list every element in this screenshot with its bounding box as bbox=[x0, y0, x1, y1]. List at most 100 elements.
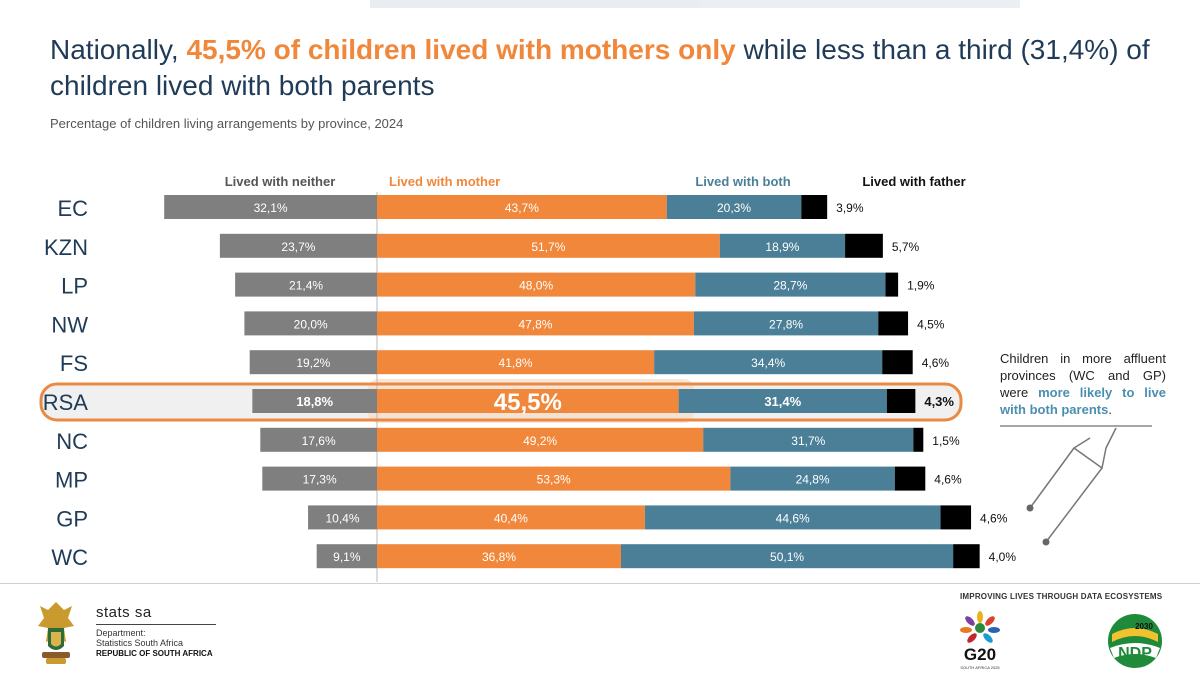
label-both-LP: 28,7% bbox=[773, 279, 807, 293]
bar-father-NC bbox=[913, 427, 924, 452]
title-highlight: 45,5% of children lived with mothers onl… bbox=[186, 34, 736, 65]
label-mother-LP: 48,0% bbox=[519, 279, 553, 293]
stacked-bar-chart: Lived with neither Lived with mother Lived… bbox=[39, 174, 1152, 582]
category-label-LP: LP bbox=[61, 274, 88, 299]
category-label-WC: WC bbox=[51, 545, 88, 570]
bar-both-NC bbox=[703, 427, 914, 452]
label-neither-MP: 17,3% bbox=[303, 473, 337, 487]
bar-father-FS bbox=[882, 350, 913, 375]
bar-mother-MP bbox=[377, 466, 731, 491]
label-mother-MP: 53,3% bbox=[537, 473, 571, 487]
label-mother-GP: 40,4% bbox=[494, 511, 528, 525]
label-mother-RSA: 45,5% bbox=[494, 389, 562, 416]
logo-department: Department: bbox=[96, 628, 146, 638]
leader-dot-gp bbox=[1026, 504, 1034, 512]
logo-republic: REPUBLIC OF SOUTH AFRICA bbox=[96, 649, 213, 658]
leader-line-wc bbox=[1045, 467, 1103, 543]
coat-of-arms-icon bbox=[38, 602, 74, 664]
label-father-WC: 4,0% bbox=[989, 550, 1017, 564]
g20-text: G20 bbox=[964, 645, 996, 664]
label-neither-FS: 19,2% bbox=[296, 356, 330, 370]
category-label-FS: FS bbox=[60, 351, 88, 376]
bar-neither-NW bbox=[244, 311, 377, 336]
page-title: Nationally, 45,5% of children lived with… bbox=[50, 32, 1170, 104]
label-both-NC: 31,7% bbox=[791, 434, 825, 448]
category-label-RSA: RSA bbox=[43, 390, 89, 415]
label-mother-EC: 43,7% bbox=[505, 201, 539, 215]
label-both-MP: 24,8% bbox=[796, 473, 830, 487]
footer-tagline: IMPROVING LIVES THROUGH DATA ECOSYSTEMS bbox=[960, 592, 1163, 601]
label-both-RSA: 31,4% bbox=[764, 394, 801, 409]
bar-both-LP bbox=[695, 272, 886, 297]
label-neither-RSA: 18,8% bbox=[296, 394, 333, 409]
bar-both-KZN bbox=[719, 233, 846, 258]
bar-mother-WC bbox=[377, 544, 621, 569]
bar-mother-LP bbox=[377, 272, 696, 297]
logo-rule bbox=[96, 624, 216, 625]
title-suffix: while less than a third (31,4%) of child… bbox=[50, 34, 1150, 101]
g20-logo: G20 SOUTH AFRICA 2025 bbox=[960, 611, 1000, 670]
label-mother-FS: 41,8% bbox=[499, 356, 533, 370]
g20-subtext: SOUTH AFRICA 2025 bbox=[960, 665, 1000, 670]
bar-both-GP bbox=[644, 505, 941, 530]
bar-both-RSA bbox=[678, 389, 887, 413]
label-mother-NW: 47,8% bbox=[518, 317, 552, 331]
bar-both-NW bbox=[693, 311, 879, 336]
bar-neither-KZN bbox=[219, 233, 377, 258]
label-father-RSA: 4,3% bbox=[924, 394, 954, 409]
label-neither-KZN: 23,7% bbox=[281, 240, 315, 254]
category-label-NW: NW bbox=[51, 312, 88, 337]
bar-neither-NC bbox=[260, 427, 377, 452]
label-both-WC: 50,1% bbox=[770, 550, 804, 564]
category-label-NC: NC bbox=[56, 429, 88, 454]
top-decoration-strip bbox=[0, 0, 1200, 8]
bar-neither-MP bbox=[262, 466, 377, 491]
bar-neither-WC bbox=[316, 544, 377, 569]
label-both-EC: 20,3% bbox=[717, 201, 751, 215]
bar-mother-GP bbox=[377, 505, 645, 530]
category-label-KZN: KZN bbox=[44, 235, 88, 260]
bar-both-WC bbox=[620, 544, 954, 569]
highlight-row-outline bbox=[39, 382, 963, 422]
callout-bracket bbox=[1072, 427, 1117, 470]
label-mother-KZN: 51,7% bbox=[531, 240, 565, 254]
bar-father-LP bbox=[885, 272, 899, 297]
label-neither-NW: 20,0% bbox=[294, 317, 328, 331]
bar-mother-FS bbox=[377, 350, 655, 375]
leader-dot-wc bbox=[1042, 538, 1050, 546]
legend-mother: Lived with mother bbox=[389, 174, 500, 189]
label-mother-WC: 36,8% bbox=[482, 550, 516, 564]
label-both-KZN: 18,9% bbox=[765, 240, 799, 254]
bar-father-KZN bbox=[845, 233, 883, 258]
stats-sa-logo: stats sa Department: Statistics South Af… bbox=[96, 604, 216, 660]
bar-mother-KZN bbox=[377, 233, 720, 258]
label-father-GP: 4,6% bbox=[980, 511, 1008, 525]
legend-father: Lived with father bbox=[862, 174, 965, 189]
callout-text: Children in more affluent provinces (WC … bbox=[1000, 350, 1166, 418]
legend-neither: Lived with neither bbox=[225, 174, 336, 189]
category-label-EC: EC bbox=[57, 196, 88, 221]
label-neither-LP: 21,4% bbox=[289, 279, 323, 293]
bar-mother-NC bbox=[377, 427, 704, 452]
bar-father-RSA bbox=[886, 389, 916, 413]
label-father-EC: 3,9% bbox=[836, 201, 864, 215]
callout-pre: Children in more affluent provinces (WC … bbox=[1000, 351, 1166, 400]
label-father-MP: 4,6% bbox=[934, 473, 962, 487]
label-father-LP: 1,9% bbox=[907, 279, 935, 293]
label-father-NW: 4,5% bbox=[917, 317, 945, 331]
label-neither-EC: 32,1% bbox=[254, 201, 288, 215]
ndp-logo: 2030 NDP bbox=[1108, 614, 1162, 668]
logo-name: stats sa bbox=[96, 604, 152, 621]
label-neither-NC: 17,6% bbox=[302, 434, 336, 448]
category-label-MP: MP bbox=[55, 468, 88, 493]
callout-emphasis: more likely to live with both parents bbox=[1000, 385, 1166, 417]
label-neither-WC: 9,1% bbox=[333, 550, 361, 564]
ndp-year: 2030 bbox=[1135, 622, 1153, 631]
legend-both: Lived with both bbox=[695, 174, 790, 189]
ndp-text: NDP bbox=[1118, 645, 1152, 662]
category-label-GP: GP bbox=[56, 506, 88, 531]
label-neither-GP: 10,4% bbox=[326, 511, 360, 525]
label-father-KZN: 5,7% bbox=[892, 240, 920, 254]
bar-neither-RSA bbox=[252, 389, 377, 413]
leader-line-gp bbox=[1029, 447, 1075, 509]
